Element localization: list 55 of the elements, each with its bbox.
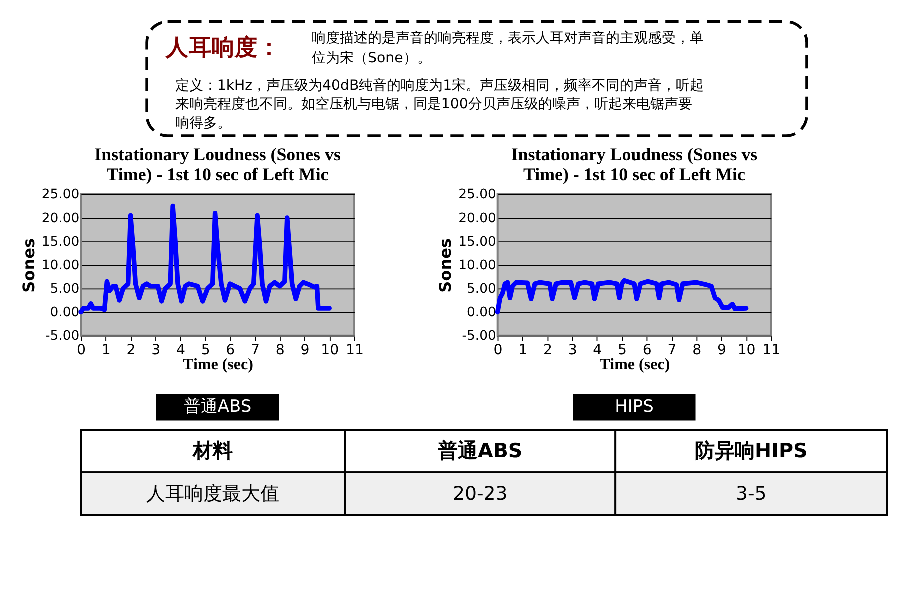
y-axis-title: Sones xyxy=(19,238,38,293)
x-tick-label: 6 xyxy=(642,342,652,358)
x-tick-label: 2 xyxy=(126,342,136,358)
x-tick-label: 3 xyxy=(152,342,161,358)
chart-title: Instationary Loudness (Sones vs Time) - 1st 10 sec of Left Mic xyxy=(511,144,758,184)
y-tick-label: 15.00 xyxy=(458,234,496,250)
x-tick-label: 8 xyxy=(276,342,285,358)
y-tick-label: 20.00 xyxy=(458,211,496,226)
text: 响度描述的是声音的响亮程度，表示人耳对声音的主观感受，单位为宋（Sone）。 xyxy=(312,30,704,66)
x-tick-label: 4 xyxy=(593,342,602,358)
text: HIPS xyxy=(615,396,654,416)
x-tick-label: 5 xyxy=(201,342,210,358)
x-tick-label: 5 xyxy=(618,342,628,358)
x-tick-label: 11 xyxy=(346,342,364,358)
text: 普通ABS xyxy=(184,396,252,416)
x-tick-label: 0 xyxy=(77,342,86,358)
y-tick-label: 20.00 xyxy=(42,211,80,226)
x-tick-label: 2 xyxy=(543,342,552,358)
text: 3-5 xyxy=(736,484,767,505)
y-axis-title: Sones xyxy=(436,238,456,293)
x-tick-label: 4 xyxy=(176,342,186,358)
x-tick-label: 0 xyxy=(494,342,503,358)
text: 人耳响度最大值 xyxy=(146,482,280,505)
y-tick-label: 10.00 xyxy=(42,258,80,274)
text: 20-23 xyxy=(452,484,508,505)
y-tick-label: 5.00 xyxy=(466,282,496,297)
y-tick-label: 15.00 xyxy=(42,234,80,250)
x-tick-label: 3 xyxy=(568,342,578,358)
x-tick-label: 1 xyxy=(518,342,528,358)
x-tick-label: 11 xyxy=(762,342,781,358)
chart-title: Instationary Loudness (Sones vs Time) - 1st 10 sec of Left Mic xyxy=(94,144,341,184)
x-tick-label: 7 xyxy=(251,342,260,358)
category-label: 防异响HIPS xyxy=(695,439,808,462)
x-tick-label: 9 xyxy=(300,342,310,358)
x-tick-label: 7 xyxy=(668,342,677,358)
text: 人耳响度： xyxy=(164,34,281,61)
x-axis-title: Time (sec) xyxy=(183,356,254,374)
y-tick-label: -5.00 xyxy=(46,329,80,344)
x-tick-label: 8 xyxy=(692,342,702,358)
text: 定义：1kHz，声压级为40dB纯音的响度为1宋。声压级相同，频率不同的声音，听起来响亮程度也不同。如空压机与电锯，同是100分贝声压级的噪声，听起来电锯声要响得多。 xyxy=(175,78,704,132)
y-tick-label: 0.00 xyxy=(466,306,496,321)
x-tick-label: 6 xyxy=(226,342,236,358)
x-tick-label: 1 xyxy=(102,342,111,358)
x-tick-label: 10 xyxy=(738,342,756,358)
y-tick-label: -5.00 xyxy=(462,329,496,344)
y-tick-label: 10.00 xyxy=(458,258,496,274)
x-tick-label: 10 xyxy=(321,342,340,358)
y-tick-label: 5.00 xyxy=(50,282,80,297)
category-label: 普通ABS xyxy=(437,439,523,462)
x-axis-title: Time (sec) xyxy=(600,356,670,374)
y-tick-label: 25.00 xyxy=(42,188,80,203)
y-tick-label: 0.00 xyxy=(50,306,80,321)
category-label: 材料 xyxy=(192,439,234,462)
x-tick-label: 9 xyxy=(717,342,726,358)
y-tick-label: 25.00 xyxy=(458,188,496,203)
